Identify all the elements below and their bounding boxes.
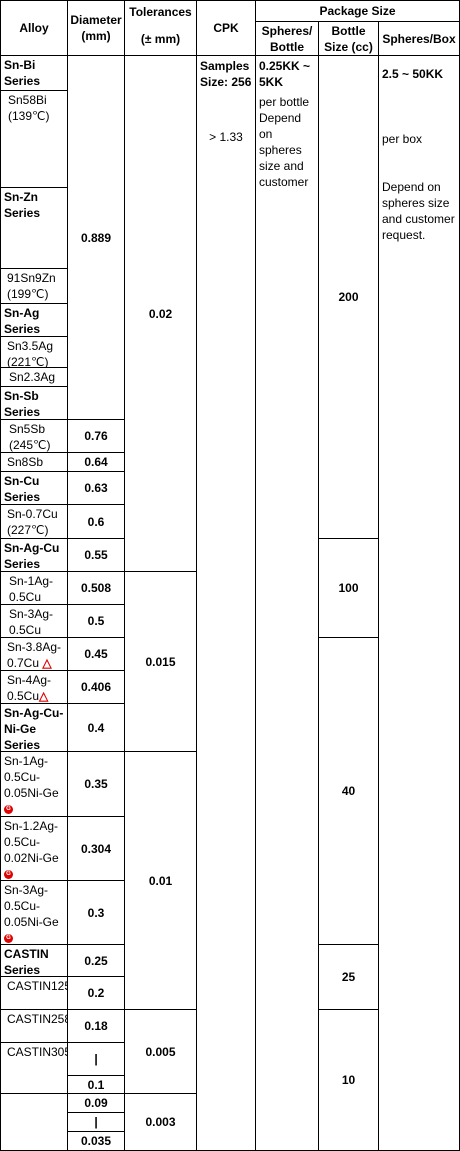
spheres-box-cell: 2.5 ~ 50KK per box Depend on spheres siz… — [379, 56, 459, 1150]
alloy-snzn-series: Sn-Zn Series — [1, 188, 67, 268]
diameter-018: 0.18 — [68, 1010, 124, 1042]
diameter-range-bar-2: | — [68, 1113, 124, 1131]
header-spheres-box: Spheres/Box — [379, 22, 459, 55]
alloy-sn38ag-label: Sn-3.8Ag-0.7Cu — [7, 640, 62, 670]
spheres-box-range: 2.5 ~ 50KK — [382, 67, 444, 81]
tolerance-002: 0.02 — [125, 56, 196, 571]
alloy-snbi-series: Sn-Bi Series — [1, 56, 67, 90]
alloy-castin258-label: CASTIN258® — [7, 1012, 67, 1026]
diameter-01: 0.1 — [68, 1076, 124, 1093]
alloy-sn1ag-ni-label: Sn-1Ag-0.5Cu-0.05Ni-Ge — [4, 754, 59, 800]
alloy-snsb-series: Sn-Sb Series — [1, 387, 67, 419]
cpk-cell: Samples Size: 256 > 1.33 — [197, 56, 255, 1150]
diameter-0304: 0.304 — [68, 817, 124, 880]
alloy-sn8sb: Sn8Sb — [1, 453, 67, 471]
diameter-03: 0.3 — [68, 881, 124, 944]
header-package-size: Package Size — [256, 1, 459, 21]
diameter-0406: 0.406 — [68, 671, 124, 703]
alloy-castin125: CASTIN125®◇ — [1, 977, 67, 1009]
diameter-035: 0.35 — [68, 752, 124, 816]
alloy-sn3ag-ni-label: Sn-3Ag-0.5Cu-0.05Ni-Ge — [4, 883, 59, 929]
diameter-06: 0.6 — [68, 505, 124, 538]
alloy-sn9zn: 91Sn9Zn (199℃) — [1, 269, 67, 303]
diameter-045: 0.45 — [68, 638, 124, 670]
diameter-063: 0.63 — [68, 472, 124, 504]
bottle-size-100: 100 — [319, 539, 378, 637]
tolerance-0015: 0.015 — [125, 572, 196, 751]
diameter-04: 0.4 — [68, 704, 124, 751]
alloy-sncu-series: Sn-Cu Series — [1, 472, 67, 504]
alloy-sn07cu: Sn-0.7Cu (227℃) — [1, 505, 67, 538]
diameter-055: 0.55 — [68, 539, 124, 571]
alloy-castin258: CASTIN258®◇ — [1, 1010, 67, 1042]
diameter-02: 0.2 — [68, 977, 124, 1009]
alloy-sn23ag: Sn2.3Ag — [1, 368, 67, 386]
circle-g-mark-icon: G — [4, 870, 13, 880]
header-tolerances: Tolerances (± mm) — [125, 1, 196, 55]
alloy-sn12ag-ni: Sn-1.2Ag-0.5Cu-0.02Ni-Ge G — [1, 817, 67, 880]
bottle-size-10: 10 — [319, 1010, 378, 1150]
alloy-castin125-label: CASTIN125® — [7, 979, 67, 993]
bottle-size-200: 200 — [319, 56, 378, 538]
header-tolerances-unit: (± mm) — [140, 32, 181, 46]
tolerance-0005: 0.005 — [125, 1010, 196, 1093]
tolerance-0003: 0.003 — [125, 1094, 196, 1150]
alloy-sn3ag-ni: Sn-3Ag-0.5Cu-0.05Ni-Ge G — [1, 881, 67, 944]
cpk-value: > 1.33 — [209, 130, 243, 144]
header-cpk: CPK — [197, 1, 255, 55]
alloy-sn58bi: Sn58Bi (139℃) — [1, 91, 67, 187]
spheres-bottle-range: 0.25KK ~ 5KK — [259, 59, 311, 89]
triangle-mark-icon: △ — [42, 656, 52, 670]
header-alloy: Alloy — [1, 1, 67, 55]
cpk-samples: Samples Size: 256 — [200, 59, 252, 89]
alloy-sn4ag: Sn-4Ag-0.5Cu△ — [1, 671, 67, 703]
alloy-sn3ag: Sn-3Ag-0.5Cu — [1, 605, 67, 637]
diameter-076: 0.76 — [68, 420, 124, 452]
alloy-empty — [1, 1094, 67, 1150]
diameter-064: 0.64 — [68, 453, 124, 471]
spheres-box-per-box: per box — [382, 132, 423, 146]
alloy-snagcunige-series: Sn-Ag-Cu-Ni-Ge Series — [1, 704, 67, 751]
alloy-sn4ag-label: Sn-4Ag-0.5Cu — [7, 673, 52, 703]
alloy-castin305: CASTIN305®◇ — [1, 1043, 67, 1093]
header-tolerances-label: Tolerances — [129, 5, 192, 19]
diameter-0889: 0.889 — [68, 56, 124, 419]
spheres-bottle-note: per bottle Depend on spheres size and cu… — [259, 95, 310, 189]
alloy-sn5sb: Sn5Sb (245℃) — [1, 420, 67, 452]
triangle-mark-icon: △ — [39, 689, 49, 703]
header-spheres-bottle: Spheres/ Bottle — [256, 22, 318, 55]
diameter-009: 0.09 — [68, 1094, 124, 1112]
alloy-castin-series: CASTIN Series — [1, 945, 67, 976]
alloy-sn12ag-ni-label: Sn-1.2Ag-0.5Cu-0.02Ni-Ge — [4, 819, 59, 865]
spheres-bottle-cell: 0.25KK ~ 5KK per bottle Depend on sphere… — [256, 56, 318, 1150]
diameter-05: 0.5 — [68, 605, 124, 637]
bottle-size-40: 40 — [319, 638, 378, 944]
diameter-range-bar-1: | — [68, 1043, 124, 1075]
diameter-025: 0.25 — [68, 945, 124, 976]
alloy-snag-series: Sn-Ag Series — [1, 304, 67, 336]
alloy-sn1ag-ni: Sn-1Ag-0.5Cu-0.05Ni-Ge G — [1, 752, 67, 816]
alloy-sn1ag: Sn-1Ag-0.5Cu — [1, 572, 67, 604]
circle-g-mark-icon: G — [4, 934, 13, 944]
alloy-sn35ag: Sn3.5Ag (221℃) — [1, 337, 67, 367]
spheres-box-note: Depend on spheres size and customer requ… — [382, 180, 455, 242]
alloy-snagcu-series: Sn-Ag-Cu Series — [1, 539, 67, 571]
alloy-sn38ag: Sn-3.8Ag-0.7Cu △ — [1, 638, 67, 670]
diameter-0035: 0.035 — [68, 1132, 124, 1150]
header-bottle-size: Bottle Size (cc) — [319, 22, 378, 55]
bottle-size-25: 25 — [319, 945, 378, 1009]
tolerance-001: 0.01 — [125, 752, 196, 1009]
header-diameter: Diameter (mm) — [68, 1, 124, 55]
circle-g-mark-icon: G — [4, 805, 13, 815]
alloy-castin305-label: CASTIN305® — [7, 1045, 67, 1059]
diameter-0508: 0.508 — [68, 572, 124, 604]
